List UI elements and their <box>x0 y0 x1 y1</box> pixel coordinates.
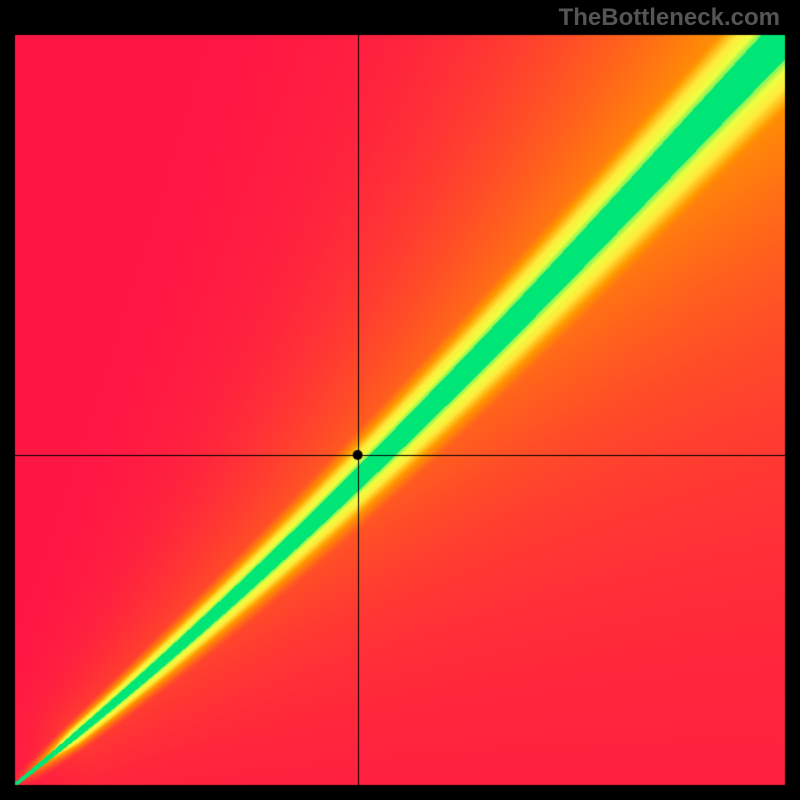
chart-container: TheBottleneck.com <box>0 0 800 800</box>
watermark-text: TheBottleneck.com <box>559 4 780 32</box>
bottleneck-heatmap <box>0 0 800 800</box>
